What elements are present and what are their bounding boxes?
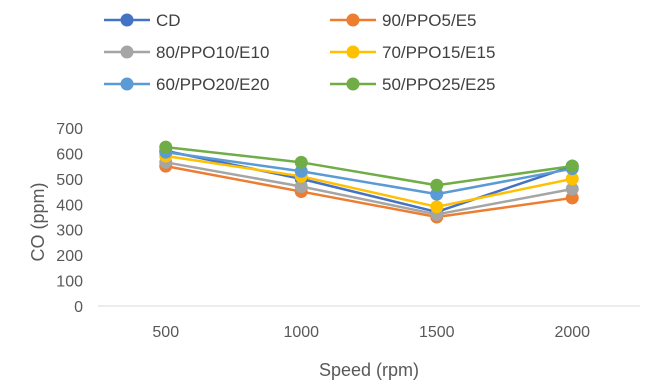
data-point [294, 155, 308, 169]
legend: CD 90/PPO5/E5 80/PPO10/E10 70/PPO15/E15 60/P… [104, 11, 495, 94]
series-line-4 [165, 150, 573, 196]
legend-swatch-marker [120, 77, 134, 91]
x-tick-label: 500 [152, 324, 179, 341]
series-line-0 [165, 149, 573, 214]
legend-swatch-marker [346, 13, 360, 27]
y-tick-label: 300 [56, 223, 83, 240]
legend-label: CD [156, 11, 181, 30]
series-line-1 [165, 164, 573, 219]
series-line-3 [165, 154, 573, 209]
y-tick-label: 400 [56, 197, 83, 214]
legend-swatch-marker [120, 45, 134, 59]
series-points [159, 140, 579, 224]
data-point [294, 164, 308, 178]
data-point [565, 182, 579, 196]
x-axis-title: Speed (rpm) [319, 360, 419, 380]
y-axis-ticks: 0 100 200 300 400 500 600 700 [56, 121, 83, 316]
legend-label: 70/PPO15/E15 [382, 43, 495, 62]
y-axis-title: CO (ppm) [28, 182, 48, 261]
data-point [565, 159, 579, 173]
legend-label: 90/PPO5/E5 [382, 11, 477, 30]
data-point [159, 140, 173, 154]
x-tick-label: 1000 [283, 324, 319, 341]
legend-swatch-marker [346, 45, 360, 59]
legend-label: 60/PPO20/E20 [156, 75, 269, 94]
data-point [294, 179, 308, 193]
series-line-5 [165, 145, 573, 187]
series-line-2 [165, 161, 573, 216]
y-tick-label: 200 [56, 248, 83, 265]
legend-swatch-marker [120, 13, 134, 27]
data-point [565, 191, 579, 205]
legend-swatch-marker [346, 77, 360, 91]
legend-label: 80/PPO10/E10 [156, 43, 269, 62]
data-point [565, 172, 579, 186]
y-tick-label: 700 [56, 121, 83, 138]
x-tick-label: 1500 [419, 324, 455, 341]
y-tick-label: 100 [56, 274, 83, 291]
x-tick-label: 2000 [554, 324, 590, 341]
y-tick-label: 500 [56, 172, 83, 189]
legend-label: 50/PPO25/E25 [382, 75, 495, 94]
data-point [430, 178, 444, 192]
series-lines [165, 145, 573, 219]
y-tick-label: 600 [56, 146, 83, 163]
data-point [430, 187, 444, 201]
data-point [430, 200, 444, 214]
x-axis-ticks: 500 1000 1500 2000 [152, 324, 590, 341]
y-tick-label: 0 [74, 299, 83, 316]
